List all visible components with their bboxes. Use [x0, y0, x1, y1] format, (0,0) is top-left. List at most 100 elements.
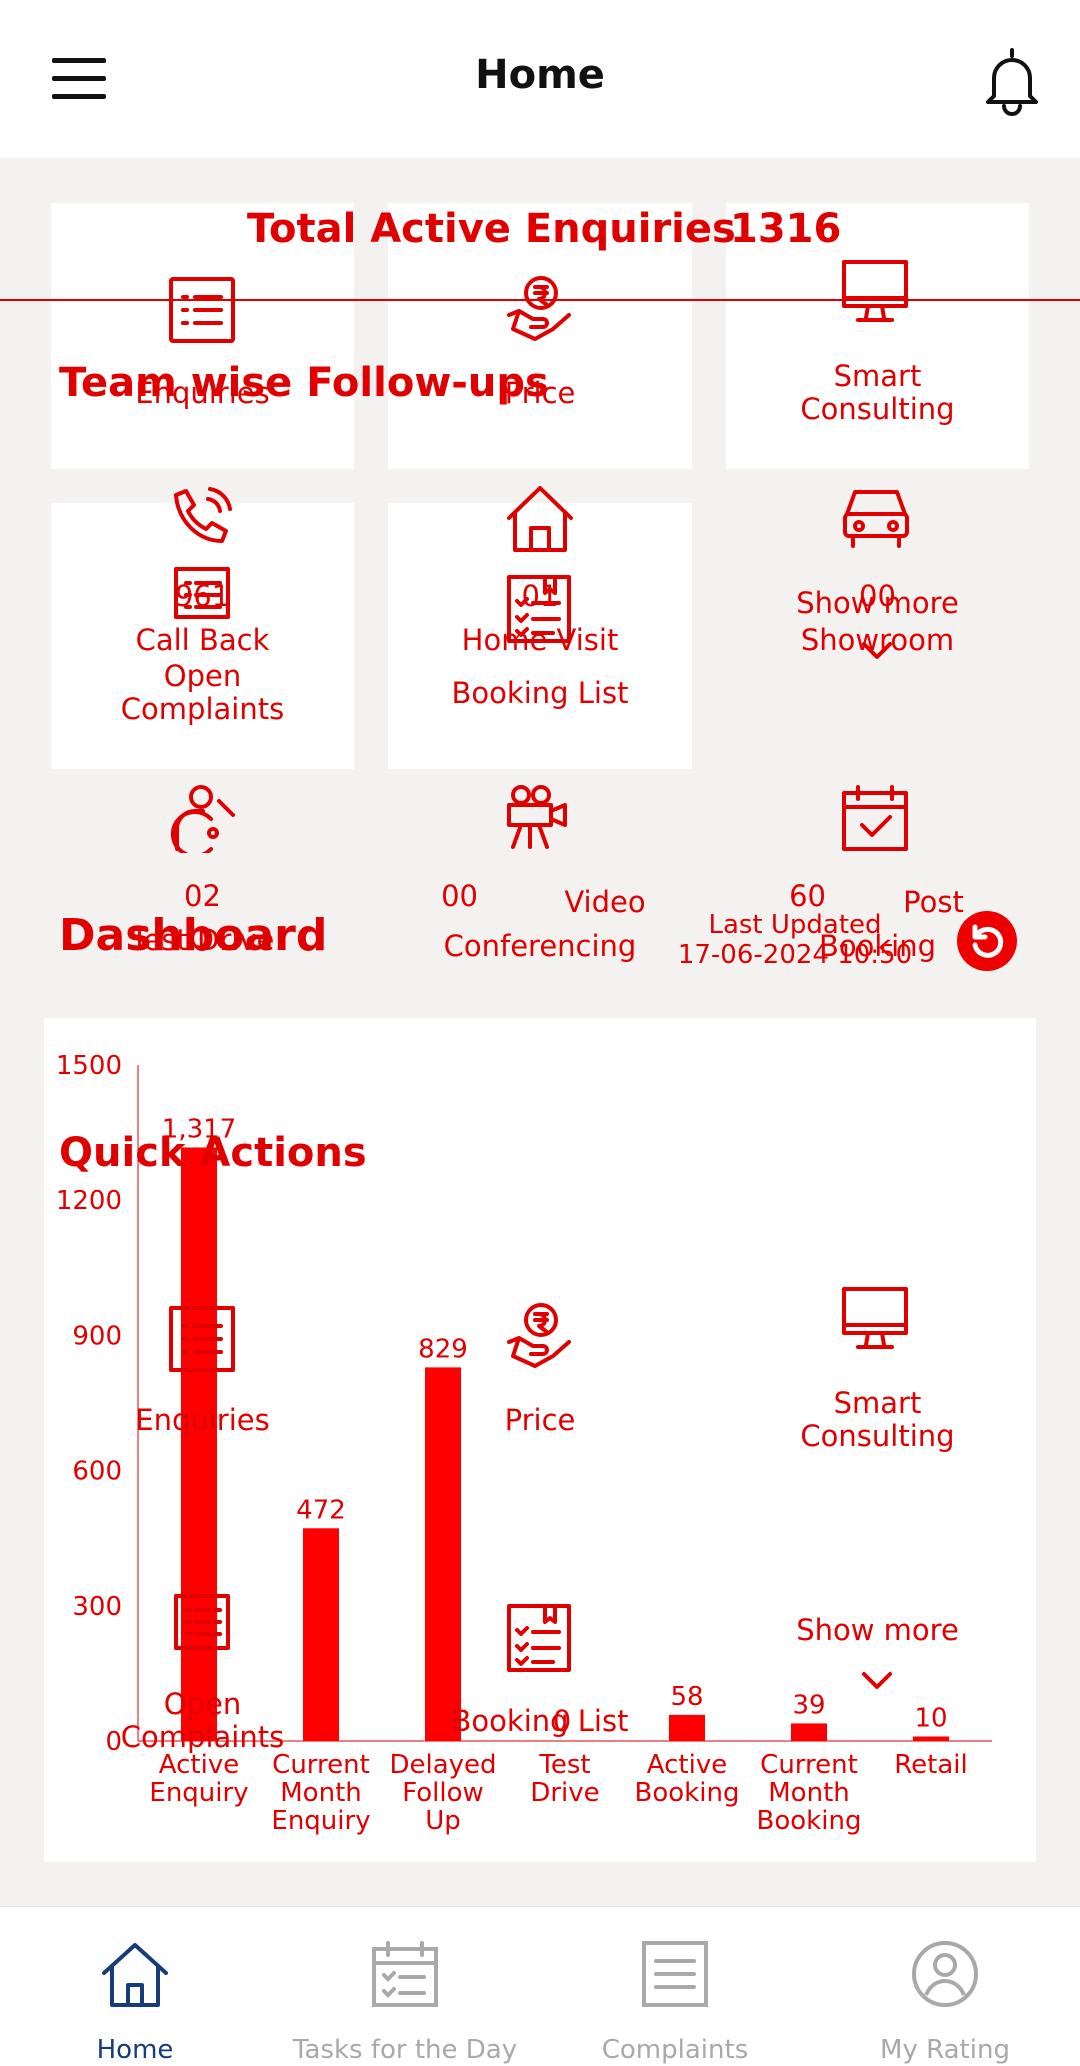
- x-tick-label-line: Follow: [402, 1778, 484, 1808]
- phone-icon: [168, 485, 234, 551]
- clipboard-icon: [640, 1939, 710, 2013]
- x-tick-label-line: Month: [768, 1778, 850, 1808]
- bar: [303, 1528, 339, 1741]
- bar-value-label: 829: [418, 1334, 468, 1364]
- tile-label-booking-list: Booking List: [451, 676, 629, 710]
- x-tick-label-line: Booking: [757, 1806, 862, 1836]
- x-tick-label: Current Month Booking: [757, 1750, 862, 1836]
- calendar-check-icon: [840, 783, 910, 853]
- bottom-navigation: Home Tasks for the Day Complaints My Rat…: [0, 1906, 1080, 2066]
- x-tick-label-line: Active: [159, 1750, 239, 1780]
- list-icon: [167, 1304, 237, 1374]
- home-icon: [100, 1939, 170, 2013]
- house-icon: [505, 484, 575, 554]
- dashboard-chart-card: 0 300 600 900 1200 1500 1,317 Active Enquiry 472 C…: [44, 1018, 1036, 1862]
- x-tick-label-line: Current: [760, 1750, 858, 1780]
- x-tick-label: Active Enquiry: [149, 1750, 248, 1808]
- video-camera-icon: [505, 785, 571, 851]
- driver-icon: [167, 783, 237, 853]
- chevron-down-icon[interactable]: [860, 1670, 894, 1692]
- x-tick-label-line: Current: [272, 1750, 370, 1780]
- x-tick-label-line: Up: [425, 1806, 461, 1836]
- list-icon: [172, 1592, 232, 1652]
- rupee-hand-icon: [505, 1300, 575, 1370]
- y-tick-label: 0: [105, 1727, 122, 1757]
- count-post-booking: 60: [789, 879, 826, 913]
- tile-label-smart-consulting: Smart Consulting: [800, 359, 955, 426]
- tile-label-video-conferencing: Video Conferencing: [388, 880, 692, 968]
- nav-label-home: Home: [96, 2035, 174, 2065]
- refresh-icon[interactable]: [957, 911, 1017, 971]
- bar: [669, 1714, 705, 1741]
- monitor-icon: [840, 1285, 910, 1355]
- video-label-text: Video Conferencing: [443, 885, 646, 963]
- tile-label-home-visit: Home Visit: [461, 623, 619, 657]
- y-tick-label: 1500: [56, 1051, 122, 1081]
- tile-label-test-drive: Test Drive: [130, 923, 275, 957]
- count-home-visit: 01: [521, 579, 559, 613]
- bar: [425, 1367, 461, 1741]
- y-tick-label: 600: [72, 1457, 122, 1487]
- app-header: Home: [0, 0, 1080, 158]
- user-circle-icon: [910, 1939, 980, 2013]
- bar-value-label: 10: [914, 1703, 947, 1733]
- x-tick-label-line: Drive: [530, 1778, 599, 1808]
- x-tick-label-line: Test: [538, 1750, 590, 1780]
- quick-label-smart-consulting[interactable]: Smart Consulting: [800, 1386, 955, 1453]
- bar: [913, 1736, 949, 1741]
- count-video-conferencing: 00: [441, 879, 478, 913]
- count-test-drive: 02: [184, 879, 221, 913]
- quick-label-price[interactable]: Price: [504, 1403, 576, 1437]
- tile-enquiries[interactable]: [51, 203, 354, 469]
- bar: [791, 1723, 827, 1741]
- last-updated-label: Last Updated: [708, 910, 882, 940]
- y-tick-label: 900: [72, 1321, 122, 1351]
- total-active-enquiries-label: Total Active Enquiries: [247, 206, 736, 252]
- show-more-link[interactable]: Show more: [796, 586, 959, 620]
- tile-label-post-booking: Post Booking: [726, 880, 1029, 968]
- tasks-calendar-icon: [370, 1939, 440, 2013]
- nav-label-tasks: Tasks for the Day: [292, 2035, 518, 2065]
- tile-smart-consulting[interactable]: [726, 203, 1029, 469]
- monitor-icon: [840, 258, 910, 328]
- quick-label-open-complaints[interactable]: Open Complaints: [120, 1687, 285, 1754]
- bell-icon[interactable]: [982, 44, 1042, 116]
- rupee-hand-icon: [505, 273, 575, 343]
- dashboard-title: Dashboard: [59, 910, 328, 961]
- car-icon: [841, 486, 911, 550]
- x-tick-label-line: Booking: [635, 1778, 740, 1808]
- chevron-down-icon[interactable]: [860, 640, 894, 662]
- bar-value-label: 58: [670, 1682, 703, 1712]
- nav-label-my-rating: My Rating: [880, 2035, 1010, 2065]
- tile-label-showroom: Showroom: [800, 623, 955, 657]
- count-showroom: 00: [859, 579, 896, 613]
- x-tick-label-line: Enquiry: [149, 1778, 248, 1808]
- checklist-icon: [505, 1602, 573, 1674]
- total-active-enquiries-value: 1316: [730, 206, 842, 252]
- bar-value-label: 39: [792, 1690, 825, 1720]
- tile-label-enquiries: Enquiries: [135, 376, 270, 410]
- quick-show-more-link[interactable]: Show more: [796, 1613, 959, 1647]
- quick-actions-title: Quick Actions: [59, 1130, 367, 1176]
- x-tick-label-line: Delayed: [389, 1750, 496, 1780]
- team-followups-title: Team wise Follow-ups: [59, 360, 549, 406]
- x-tick-label-line: Active: [647, 1750, 727, 1780]
- x-tick-label: Retail: [894, 1750, 967, 1780]
- bar-value-label: 472: [296, 1495, 346, 1525]
- tile-label-price: Price: [504, 376, 576, 410]
- y-tick-label: 1200: [56, 1186, 122, 1216]
- tile-home-visit[interactable]: [388, 503, 692, 769]
- checklist-icon: [505, 573, 573, 645]
- tile-call-back[interactable]: [51, 503, 354, 769]
- nav-label-complaints: Complaints: [601, 2035, 749, 2065]
- list-icon: [167, 275, 237, 345]
- quick-booking-count: 0: [552, 1704, 572, 1738]
- x-tick-label-line: Retail: [894, 1750, 967, 1780]
- quick-label-enquiries[interactable]: Enquiries: [135, 1403, 270, 1437]
- hamburger-icon[interactable]: [52, 58, 106, 100]
- x-tick-label: Delayed Follow Up: [389, 1750, 496, 1836]
- last-updated-value: 17-06-2024 10:50: [677, 940, 913, 970]
- x-tick-label: Active Booking: [635, 1750, 740, 1808]
- quick-label-booking-list[interactable]: Booking List: [451, 1704, 629, 1738]
